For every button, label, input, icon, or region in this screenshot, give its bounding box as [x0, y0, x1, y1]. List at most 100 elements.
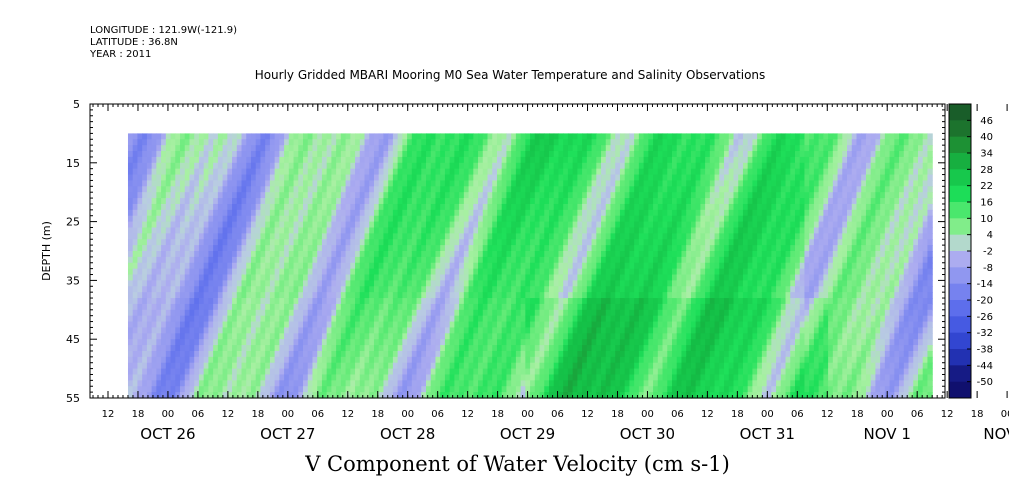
heat-cell [634, 162, 640, 170]
heat-cell [567, 203, 574, 211]
heat-cell [208, 133, 214, 140]
heat-cell [534, 186, 541, 193]
heat-cell [435, 368, 441, 376]
heat-cell [591, 139, 597, 146]
heat-cell [534, 327, 541, 334]
heat-cell [232, 298, 238, 305]
heat-cell [241, 139, 247, 146]
heat-cell [572, 174, 578, 182]
heat-cell [340, 180, 347, 187]
heat-cell [255, 162, 262, 170]
heat-cell [161, 186, 167, 193]
heat-cell [601, 315, 607, 323]
heat-cell [525, 192, 531, 199]
heat-cell [501, 180, 508, 187]
heat-cell [520, 362, 526, 370]
heat-cell [321, 151, 328, 158]
heat-cell [619, 303, 626, 311]
heat-cell [520, 168, 526, 176]
heat-cell [355, 156, 361, 164]
heat-cell [648, 174, 654, 182]
heat-cell [478, 233, 484, 240]
heat-cell [184, 339, 191, 346]
heat-cell [369, 198, 375, 205]
heat-cell [213, 156, 219, 164]
heat-cell [232, 368, 238, 376]
heat-cell [388, 145, 394, 152]
heat-cell [416, 374, 422, 381]
heat-cell [198, 209, 205, 217]
heat-cell [492, 309, 498, 317]
heat-cell [326, 327, 332, 334]
heat-cell [501, 333, 508, 340]
heat-cell [643, 233, 649, 240]
heat-cell [127, 374, 134, 381]
heat-cell [638, 221, 645, 229]
heat-cell [369, 203, 375, 211]
heat-cell [601, 156, 607, 164]
heat-cell [492, 251, 498, 258]
heat-cell [549, 350, 555, 358]
heat-cell [137, 380, 143, 387]
heat-cell [184, 327, 191, 334]
heat-cell [463, 192, 470, 199]
heat-cell [293, 362, 299, 370]
heat-cell [180, 286, 186, 293]
heat-cell [430, 333, 437, 340]
heat-cell [137, 345, 143, 352]
heat-cell [293, 345, 299, 352]
heat-cell [378, 139, 385, 146]
heat-cell [227, 374, 233, 381]
heat-cell [284, 192, 290, 199]
heat-cell [321, 327, 328, 334]
heat-cell [246, 186, 252, 193]
heat-cell [591, 145, 597, 152]
heat-cell [298, 215, 304, 223]
heat-cell [402, 350, 408, 358]
heat-cell [421, 292, 427, 299]
heat-cell [127, 251, 134, 258]
heat-cell [198, 227, 205, 234]
heat-cell [416, 315, 422, 323]
heat-cell [515, 356, 522, 364]
heat-cell [444, 374, 451, 381]
heat-cell [596, 274, 602, 281]
heat-cell [355, 174, 361, 182]
heat-cell [624, 333, 631, 340]
heat-cell [421, 133, 427, 140]
heat-cell [525, 315, 531, 323]
heat-cell [459, 339, 465, 346]
heat-cell [544, 280, 550, 287]
heat-cell [572, 333, 578, 340]
heat-cell [478, 345, 484, 352]
heat-cell [440, 174, 446, 182]
heat-cell [615, 321, 621, 329]
heat-cell [520, 268, 526, 276]
heat-cell [350, 286, 356, 293]
heat-cell [203, 309, 209, 317]
heat-cell [298, 292, 304, 299]
heat-cell [156, 203, 162, 211]
heat-cell [208, 309, 214, 317]
heat-cell [340, 356, 347, 364]
heat-cell [307, 162, 314, 170]
heat-cell [246, 215, 252, 223]
heat-cell [321, 209, 328, 217]
heat-cell [127, 327, 134, 334]
heat-cell [321, 345, 328, 352]
heat-cell [250, 262, 257, 270]
heat-cell [279, 286, 285, 293]
heat-cell [511, 315, 517, 323]
heat-cell [359, 345, 366, 352]
heat-cell [165, 221, 172, 229]
heat-cell [317, 309, 323, 317]
heat-cell [250, 192, 257, 199]
heat-cell [359, 321, 366, 329]
heat-cell [421, 162, 427, 170]
heat-cell [170, 286, 176, 293]
heat-cell [137, 245, 143, 252]
heat-cell [478, 221, 484, 229]
heat-cell [326, 298, 332, 305]
heat-cell [468, 368, 474, 376]
